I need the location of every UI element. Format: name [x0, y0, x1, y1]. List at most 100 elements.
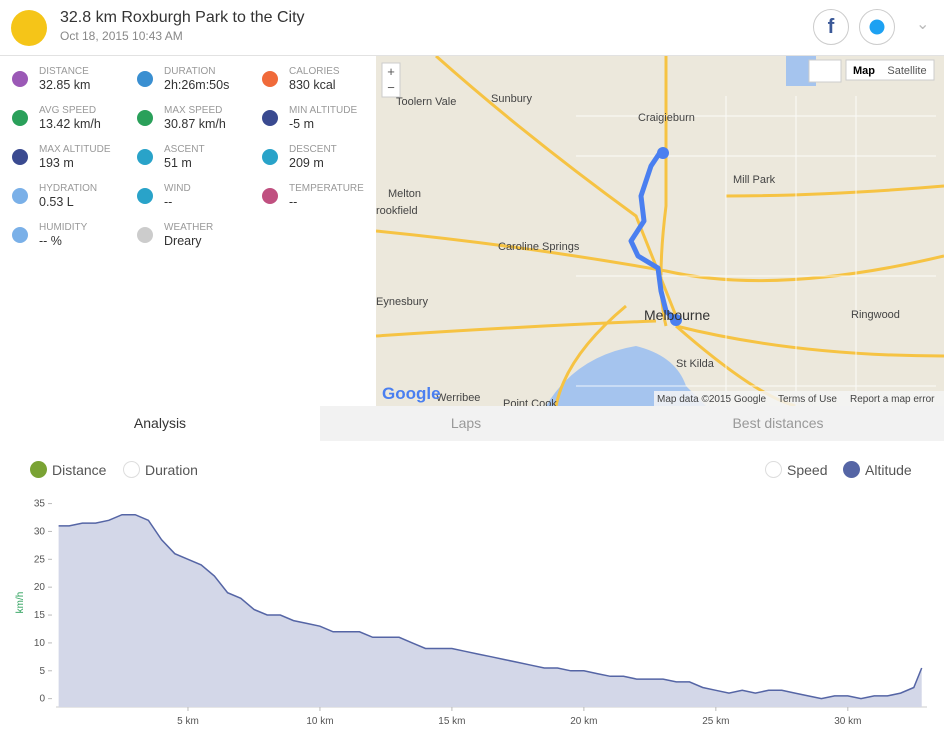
activity-icon	[11, 10, 47, 46]
stat-value: --	[289, 195, 298, 209]
end-marker	[670, 314, 682, 326]
place-label: Eynesbury	[376, 296, 428, 308]
stat-value: -5 m	[289, 117, 314, 131]
toggle-label: Duration	[145, 462, 198, 478]
stat-icon	[262, 71, 278, 87]
stat-icon	[262, 188, 278, 204]
stat-value: 30.87 km/h	[164, 117, 226, 131]
x-tick-label: 5 km	[177, 716, 199, 727]
stat-label: Weather	[164, 222, 214, 233]
stat-label: Descent	[289, 144, 337, 155]
y-tick-label: 0	[39, 694, 45, 705]
toggle[interactable]: Altitude	[843, 461, 912, 479]
facebook-button[interactable]: f	[813, 9, 849, 45]
report-link[interactable]: Report a map error	[850, 394, 935, 405]
stat-label: Wind	[164, 183, 191, 194]
stat: Min altitude -5 m	[262, 105, 382, 141]
stat: Descent 209 m	[262, 144, 382, 180]
stat: Wind --	[137, 183, 257, 219]
satellite-button[interactable]: Satellite	[887, 65, 926, 77]
stat-label: Max altitude	[39, 144, 111, 155]
stat-icon	[12, 110, 28, 126]
y-tick-label: 10	[34, 638, 46, 649]
y-tick-label: 35	[34, 499, 46, 510]
checkbox	[843, 461, 860, 478]
fullscreen-button[interactable]	[808, 59, 842, 83]
map-bg	[376, 56, 944, 406]
stat: Weather Dreary	[137, 222, 257, 258]
stat-value: --	[164, 195, 173, 209]
stat: Ascent 51 m	[137, 144, 257, 180]
stat-label: Duration	[164, 66, 216, 77]
stat: Hydration 0.53 L	[12, 183, 132, 219]
stat-label: Humidity	[39, 222, 88, 233]
x-tick-label: 10 km	[306, 716, 333, 727]
attribution-bar	[654, 391, 944, 406]
stat-icon	[137, 71, 153, 87]
tab[interactable]: Laps	[450, 415, 482, 431]
stat-icon	[262, 149, 278, 165]
stat-label: Max speed	[164, 105, 223, 116]
stat-label: Avg speed	[39, 105, 97, 116]
y-tick-label: 5	[39, 666, 45, 677]
y-axis-label: km/h	[15, 592, 26, 614]
x-tick-label: 15 km	[438, 716, 465, 727]
place-label: Ringwood	[851, 309, 900, 321]
toggle[interactable]: Speed	[765, 461, 827, 479]
stat-value: -- %	[39, 234, 62, 248]
google-logo: Google	[382, 384, 441, 403]
place-label: Melton	[388, 188, 421, 200]
zoom-in[interactable]: +	[387, 64, 395, 79]
stat: Temperature --	[262, 183, 382, 219]
toggle-label: Distance	[52, 462, 107, 478]
toggle[interactable]: Duration	[123, 461, 198, 479]
stat-label: Hydration	[39, 183, 98, 194]
y-tick-label: 30	[34, 526, 46, 537]
twitter-button[interactable]	[859, 9, 895, 45]
tab[interactable]: Analysis	[0, 406, 320, 441]
place-label: Werribee	[436, 392, 480, 404]
place-label: Caroline Springs	[498, 241, 580, 253]
x-tick-label: 25 km	[702, 716, 729, 727]
expand-arrow[interactable]: ⌄	[916, 16, 930, 33]
stat: Max speed 30.87 km/h	[137, 105, 257, 141]
stat-icon	[12, 71, 28, 87]
header: 32.8 km Roxburgh Park to the City Oct 18…	[0, 0, 944, 56]
start-marker	[657, 147, 669, 159]
toggle[interactable]: Distance	[30, 461, 106, 479]
place-label: Toolern Vale	[396, 96, 456, 108]
stat-value: 32.85 km	[39, 78, 91, 92]
place-label: Melbourne	[644, 307, 710, 323]
stat-value: Dreary	[164, 234, 202, 248]
stat-label: Temperature	[289, 183, 364, 194]
stat-icon	[12, 227, 28, 243]
terms-link[interactable]: Terms of Use	[778, 394, 837, 405]
toggle-label: Speed	[787, 462, 828, 478]
stat: Calories 830 kcal	[262, 66, 382, 102]
tab[interactable]: Best distances	[732, 415, 824, 431]
date: Oct 18, 2015 10:43 AM	[60, 29, 183, 43]
stat-value: 193 m	[39, 156, 74, 170]
stat-value: 830 kcal	[289, 78, 336, 92]
roads	[376, 56, 944, 406]
stat-label: Calories	[289, 66, 340, 77]
stat: Avg speed 13.42 km/h	[12, 105, 132, 141]
stat-icon	[137, 110, 153, 126]
stat-label: Distance	[39, 66, 89, 77]
toggle-label: Altitude	[865, 462, 912, 478]
stat: Distance 32.85 km	[12, 66, 132, 102]
stat-icon	[137, 188, 153, 204]
stat-value: 51 m	[164, 156, 192, 170]
stat-icon	[12, 188, 28, 204]
y-tick-label: 15	[34, 610, 46, 621]
stat-value: 13.42 km/h	[39, 117, 101, 131]
x-tick-label: 30 km	[834, 716, 861, 727]
line	[58, 513, 923, 700]
y-tick-label: 25	[34, 554, 46, 565]
stat-label: Min altitude	[289, 105, 358, 116]
map-button[interactable]: Map	[853, 65, 875, 77]
zoom-out[interactable]: −	[387, 80, 395, 95]
stat-value: 0.53 L	[39, 195, 74, 209]
stat-icon	[262, 110, 278, 126]
